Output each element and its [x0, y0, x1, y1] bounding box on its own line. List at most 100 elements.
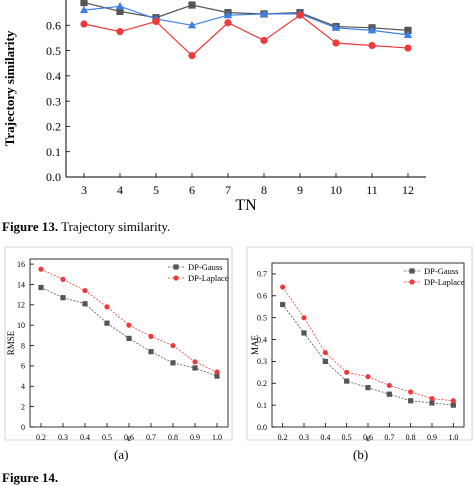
legend-label: DP-Laplace	[424, 277, 465, 287]
y-tick-label: 0.4	[257, 335, 267, 344]
y-tick-label: 10	[17, 321, 25, 330]
y-tick-label: 0	[21, 423, 25, 432]
y-tick-label: 0.3	[257, 357, 267, 366]
data-point-series-3	[224, 19, 232, 27]
data-point-series-2	[38, 266, 44, 272]
data-point-series-1	[170, 360, 176, 366]
x-tick-label: 8	[261, 183, 267, 197]
y-tick-label: 0.2	[257, 379, 267, 388]
x-tick-label: 0.6	[363, 433, 373, 442]
data-point-series-3	[332, 39, 340, 47]
y-tick-label: 0.1	[46, 145, 61, 159]
x-tick-label: 0.9	[190, 433, 200, 442]
figure-13-label: Figure 13.	[2, 219, 59, 234]
data-point-series-1	[116, 7, 124, 15]
data-point-series-2	[148, 333, 154, 339]
figure-13-text: Trajectory similarity.	[61, 219, 171, 234]
data-point-series-2	[223, 10, 233, 19]
y-axis-label: Trajectory similarity	[2, 30, 17, 146]
x-tick-label: 10	[330, 183, 342, 197]
y-tick-label: 0.4	[46, 69, 61, 83]
data-point-series-1	[301, 330, 307, 336]
figure-14-label: Figure 14.	[2, 470, 59, 485]
data-point-series-2	[367, 26, 377, 34]
x-tick-label: 0.7	[384, 433, 394, 442]
legend-marker	[173, 275, 179, 281]
data-point-series-2	[104, 304, 110, 310]
x-axis-label: ε	[127, 433, 131, 443]
data-point-series-1	[280, 301, 286, 308]
x-tick-label: 1.0	[212, 433, 222, 442]
y-tick-label: 4	[21, 382, 25, 391]
x-tick-label: 0.8	[406, 433, 416, 442]
data-point-series-2	[280, 284, 286, 290]
data-point-series-1	[404, 26, 412, 34]
y-tick-label: 14	[17, 280, 25, 289]
x-tick-label: 0.6	[124, 433, 134, 442]
data-point-series-1	[322, 358, 328, 364]
x-tick-label: 0.3	[299, 433, 309, 442]
x-tick-label: 0.9	[427, 433, 437, 442]
legend-label: DP-Gauss	[188, 262, 222, 272]
series-line-2	[282, 286, 454, 402]
data-point-series-3	[404, 44, 412, 52]
legend-label: DP-Gauss	[424, 266, 458, 276]
data-point-series-1	[365, 385, 371, 391]
y-tick-label: 6	[21, 362, 25, 371]
y-tick-label: 0.0	[46, 170, 61, 184]
legend-marker	[409, 268, 415, 274]
data-point-series-3	[296, 11, 304, 19]
series-line-1	[83, 1, 409, 31]
data-point-series-1	[188, 1, 196, 9]
x-tick-label: 6	[189, 183, 195, 197]
mae-chart: 0.0 0.1 0.2 0.3 0.4 0.5 0.6 0.7 0.2 0.3 0.4 0.5 0.6 0…	[246, 246, 473, 443]
data-point-series-2	[386, 382, 392, 389]
legend-marker	[409, 279, 415, 285]
data-point-series-2	[344, 369, 350, 375]
chart-frame	[246, 246, 473, 441]
x-tick-label: 0.5	[342, 433, 352, 442]
panel-label-a: (a)	[114, 447, 129, 462]
data-point-series-3	[152, 17, 160, 26]
data-point-series-2	[214, 369, 220, 375]
y-axis-label: MAE	[250, 334, 260, 355]
plot-area-border	[29, 258, 229, 428]
data-point-series-3	[260, 36, 268, 45]
figure-14-caption: Figure 14.	[2, 470, 58, 486]
y-tick-label: 0.6	[46, 18, 61, 32]
data-point-series-2	[450, 398, 456, 404]
data-point-series-2	[403, 30, 413, 38]
panel-label-b: (b)	[353, 447, 369, 462]
data-point-series-1	[38, 284, 44, 291]
y-tick-label: 0.3	[46, 94, 61, 108]
legend-marker	[173, 264, 179, 270]
data-point-series-3	[188, 52, 196, 60]
y-tick-label: 0.5	[257, 313, 267, 322]
series-line-2	[40, 268, 218, 373]
data-point-series-2	[259, 9, 269, 17]
x-tick-label: 0.4	[80, 433, 90, 442]
x-tick-label: 1.0	[448, 433, 458, 442]
data-point-series-2	[301, 315, 307, 321]
x-axis-label: ε	[366, 433, 370, 443]
data-point-series-2	[429, 395, 435, 402]
y-axis-label: RMSE	[6, 330, 16, 355]
y-tick-label: 16	[17, 260, 25, 269]
x-tick-label: 0.5	[102, 433, 112, 442]
y-tick-label: 0.6	[257, 292, 267, 301]
plot-area-border	[271, 262, 465, 428]
series-line-3	[83, 14, 409, 57]
data-point-series-2	[365, 374, 371, 380]
x-tick-label: 0.2	[278, 433, 288, 442]
y-tick-label: 0.7	[257, 270, 267, 279]
x-tick-label: 0.4	[320, 433, 330, 442]
data-point-series-1	[80, 0, 88, 7]
y-tick-label: 0.1	[257, 401, 267, 410]
data-point-series-2	[115, 2, 125, 10]
x-tick-label: 12	[402, 183, 414, 197]
y-tick-label: 0.2	[46, 120, 61, 134]
data-point-series-1	[429, 400, 435, 406]
legend-label: DP-Laplace	[188, 273, 229, 283]
data-point-series-3	[116, 28, 124, 36]
y-tick-label: 0.0	[257, 423, 267, 432]
